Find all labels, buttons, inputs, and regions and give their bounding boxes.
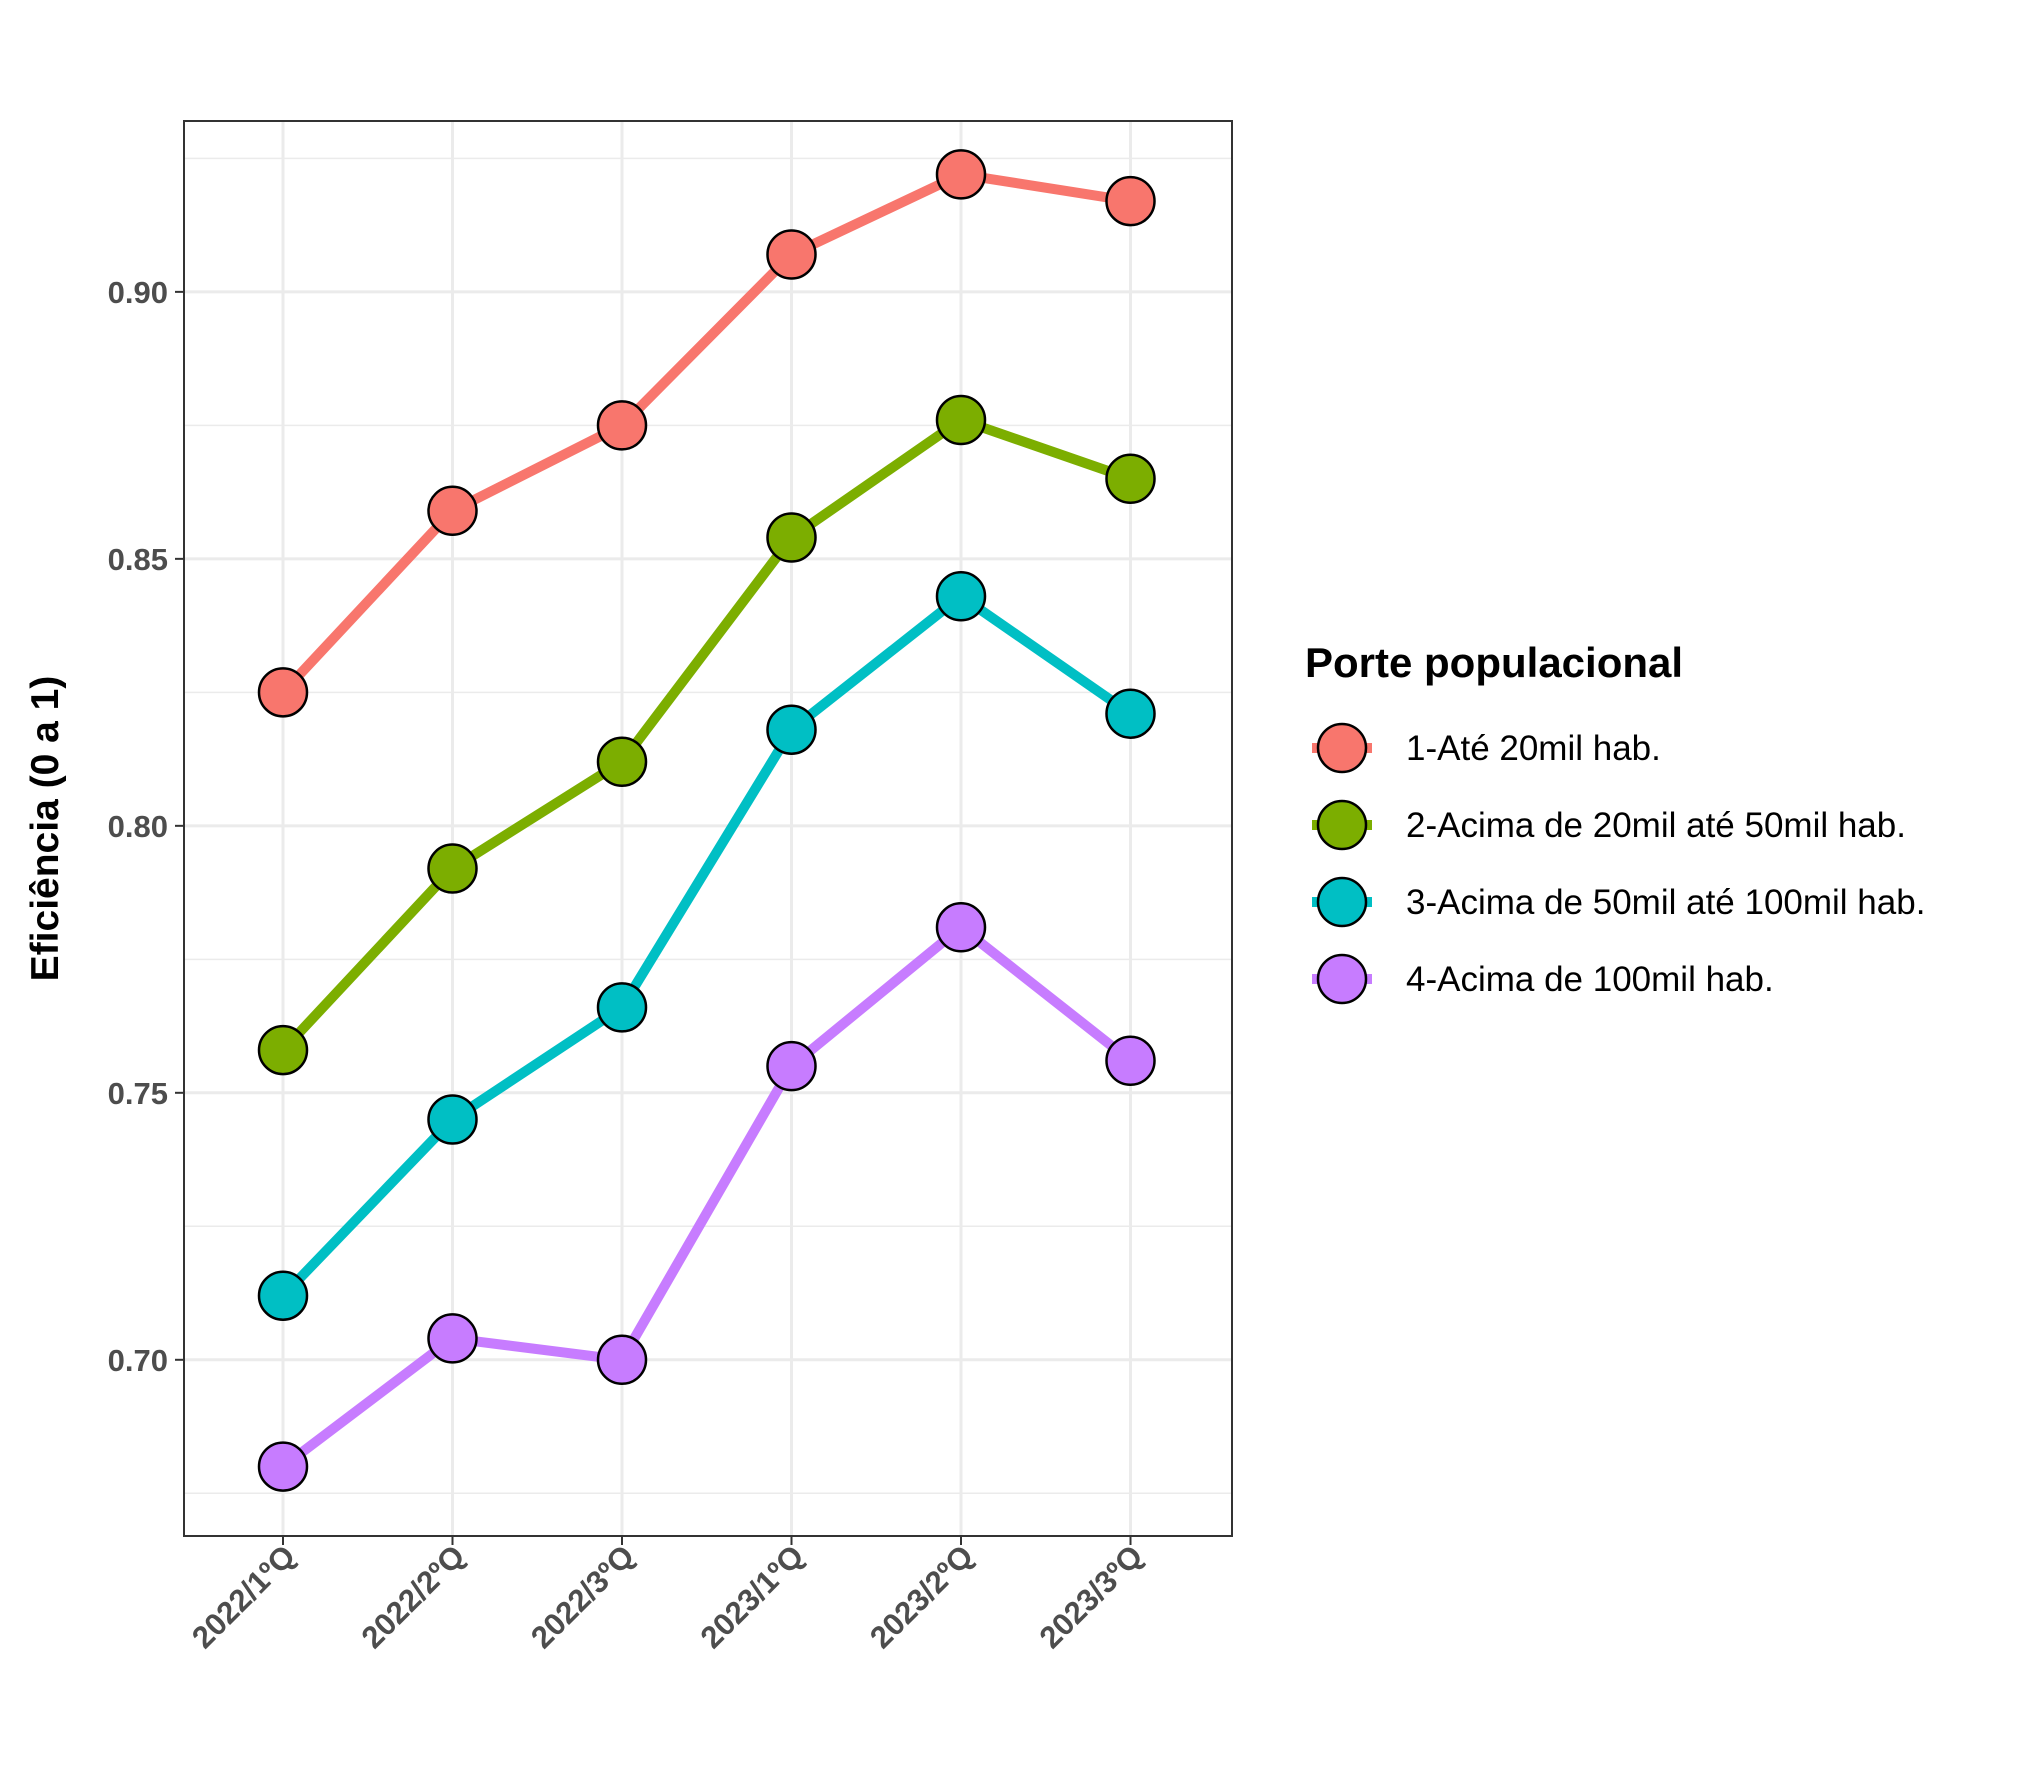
data-point [596,982,648,1033]
panel-border [183,120,1233,1537]
data-point [257,1441,309,1492]
data-point [427,843,478,894]
series-lines [279,169,1134,1471]
data-point [1105,1035,1156,1087]
data-point [935,570,987,622]
data-point [935,394,987,446]
legend-key-marker [1316,722,1368,774]
legend-label: 4-Acima de 100mil hab. [1406,960,1774,999]
data-point [766,512,817,563]
series-line [279,415,1133,1054]
legend: Porte populacional 1-Até 20mil hab. 2-Aci… [1305,639,1925,1005]
series-line [279,591,1134,1300]
data-point [935,149,987,200]
data-point [596,736,648,788]
legend-label: 2-Acima de 20mil até 50mil hab. [1406,806,1906,845]
series-line [279,922,1134,1471]
data-point [1105,688,1156,739]
legend-label: 1-Até 20mil hab. [1406,729,1661,768]
axis-ticks [175,290,1132,1545]
legend-title: Porte populacional [1305,639,1683,686]
data-point [257,1024,309,1076]
data-point [257,1270,309,1321]
y-tick-label: 0.75 [108,1076,168,1111]
data-point [766,229,817,280]
grid-major [184,121,1232,1536]
data-point [427,1313,478,1364]
data-point [1105,453,1156,505]
legend-items: 1-Até 20mil hab. 2-Acima de 20mil até 50m… [1312,722,1925,1005]
y-tick-label: 0.85 [108,542,168,577]
legend-key-marker [1316,876,1368,928]
data-point [427,485,478,537]
legend-label: 3-Acima de 50mil até 100mil hab. [1406,883,1925,922]
series-points [257,149,1156,1492]
data-point [427,1094,478,1145]
y-tick-label: 0.70 [108,1343,168,1378]
data-point [596,1334,648,1386]
y-tick-labels: 0.70 0.75 0.80 0.85 0.90 [108,275,168,1378]
grid-minor [184,157,1232,1495]
data-point [596,400,648,451]
data-point [766,1040,817,1092]
y-axis-title: Eficiência (0 a 1) [24,676,67,982]
series-line [279,169,1132,696]
data-point [766,704,817,755]
legend-key-marker [1316,953,1368,1005]
y-tick-label: 0.90 [108,275,168,310]
y-tick-label: 0.80 [108,809,168,844]
data-point [1105,175,1156,227]
data-point [935,902,987,953]
legend-key-marker [1316,799,1368,851]
data-point [257,667,309,718]
